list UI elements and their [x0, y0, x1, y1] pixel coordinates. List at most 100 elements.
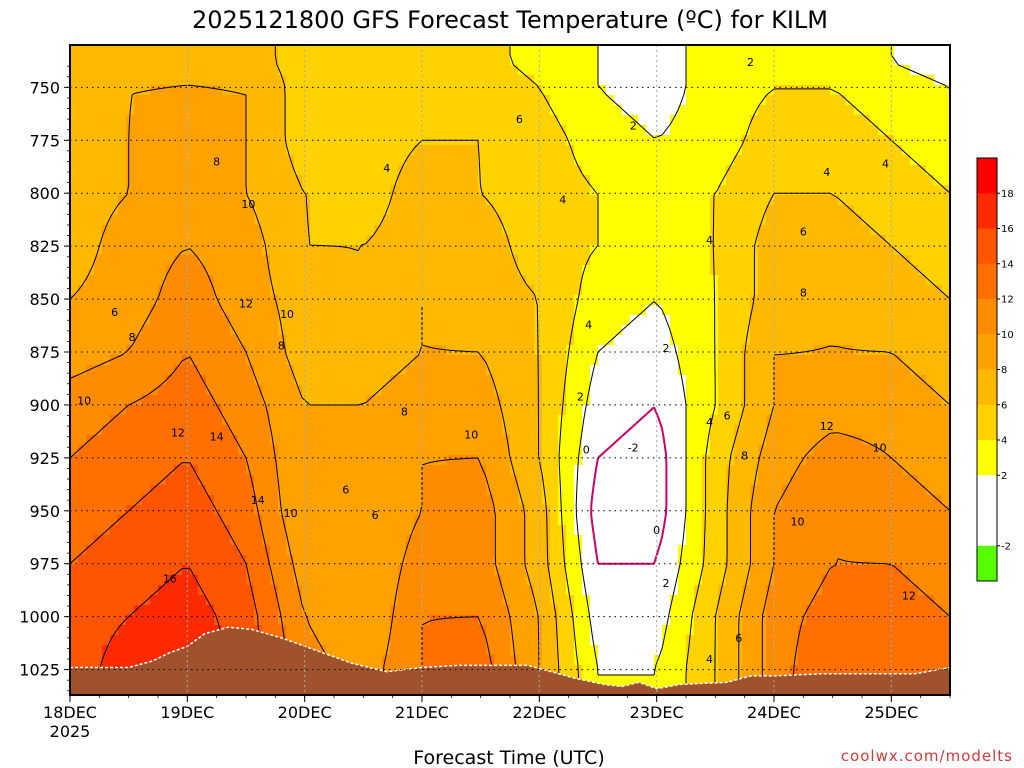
heatmap-cell: [846, 205, 855, 216]
heatmap-cell: [230, 115, 239, 126]
heatmap-cell: [398, 375, 407, 386]
heatmap-cell: [718, 225, 727, 236]
heatmap-cell: [902, 335, 911, 346]
heatmap-cell: [614, 245, 623, 256]
heatmap-cell: [326, 445, 335, 456]
heatmap-cell: [102, 115, 111, 126]
heatmap-cell: [518, 255, 527, 266]
heatmap-cell: [742, 105, 751, 116]
heatmap-cell: [670, 345, 679, 356]
heatmap-cell: [430, 175, 439, 186]
heatmap-cell: [206, 95, 215, 106]
heatmap-cell: [518, 75, 527, 86]
heatmap-cell: [886, 475, 895, 486]
heatmap-cell: [934, 305, 943, 316]
heatmap-cell: [686, 45, 695, 56]
heatmap-cell: [782, 275, 791, 286]
heatmap-cell: [638, 485, 647, 496]
heatmap-cell: [454, 225, 463, 236]
heatmap-cell: [294, 495, 303, 506]
heatmap-cell: [142, 195, 151, 206]
heatmap-cell: [614, 185, 623, 196]
heatmap-cell: [326, 105, 335, 116]
heatmap-cell: [718, 185, 727, 196]
heatmap-cell: [814, 155, 823, 166]
heatmap-cell: [854, 435, 863, 446]
heatmap-cell: [310, 485, 319, 496]
heatmap-cell: [390, 215, 399, 226]
heatmap-cell: [142, 155, 151, 166]
heatmap-cell: [358, 295, 367, 306]
heatmap-cell: [478, 145, 487, 156]
heatmap-cell: [126, 195, 135, 206]
heatmap-cell: [798, 105, 807, 116]
heatmap-cell: [686, 285, 695, 296]
heatmap-cell: [878, 415, 887, 426]
heatmap-cell: [766, 295, 775, 306]
heatmap-cell: [494, 325, 503, 336]
heatmap-cell: [158, 175, 167, 186]
heatmap-cell: [478, 215, 487, 226]
heatmap-cell: [198, 475, 207, 486]
heatmap-cell: [918, 405, 927, 416]
heatmap-cell: [286, 95, 295, 106]
heatmap-cell: [766, 105, 775, 116]
heatmap-cell: [854, 295, 863, 306]
heatmap-cell: [486, 325, 495, 336]
heatmap-cell: [318, 225, 327, 236]
heatmap-cell: [934, 435, 943, 446]
heatmap-cell: [542, 75, 551, 86]
heatmap-cell: [398, 255, 407, 266]
heatmap-cell: [750, 105, 759, 116]
heatmap-cell: [342, 385, 351, 396]
heatmap-cell: [870, 445, 879, 456]
heatmap-cell: [262, 125, 271, 136]
heatmap-cell: [86, 245, 95, 256]
heatmap-cell: [822, 455, 831, 466]
heatmap-cell: [782, 325, 791, 336]
heatmap-cell: [702, 305, 711, 316]
heatmap-cell: [142, 415, 151, 426]
heatmap-cell: [286, 385, 295, 396]
heatmap-cell: [822, 405, 831, 416]
heatmap-cell: [334, 75, 343, 86]
heatmap-cell: [262, 485, 271, 496]
heatmap-cell: [438, 85, 447, 96]
heatmap-cell: [550, 445, 559, 456]
heatmap-cell: [294, 85, 303, 96]
heatmap-cell: [222, 105, 231, 116]
heatmap-cell: [910, 255, 919, 266]
heatmap-cell: [238, 325, 247, 336]
heatmap-cell: [102, 305, 111, 316]
heatmap-cell: [374, 195, 383, 206]
heatmap-cell: [158, 125, 167, 136]
heatmap-cell: [302, 185, 311, 196]
heatmap-cell: [614, 405, 623, 416]
heatmap-cell: [462, 445, 471, 456]
heatmap-cell: [118, 95, 127, 106]
heatmap-cell: [518, 105, 527, 116]
heatmap-cell: [542, 215, 551, 226]
heatmap-cell: [342, 275, 351, 286]
heatmap-cell: [622, 85, 631, 96]
heatmap-cell: [118, 105, 127, 116]
heatmap-cell: [846, 445, 855, 456]
heatmap-cell: [470, 195, 479, 206]
heatmap-cell: [406, 115, 415, 126]
heatmap-cell: [366, 335, 375, 346]
heatmap-cell: [278, 405, 287, 416]
heatmap-cell: [694, 405, 703, 416]
heatmap-cell: [166, 105, 175, 116]
heatmap-cell: [918, 335, 927, 346]
heatmap-cell: [942, 205, 950, 216]
heatmap-cell: [174, 405, 183, 416]
heatmap-cell: [886, 145, 895, 156]
heatmap-cell: [454, 465, 463, 476]
heatmap-cell: [790, 465, 799, 476]
heatmap-cell: [478, 485, 487, 496]
heatmap-cell: [422, 325, 431, 336]
heatmap-cell: [854, 305, 863, 316]
heatmap-cell: [646, 255, 655, 266]
heatmap-cell: [358, 375, 367, 386]
heatmap-cell: [934, 165, 943, 176]
